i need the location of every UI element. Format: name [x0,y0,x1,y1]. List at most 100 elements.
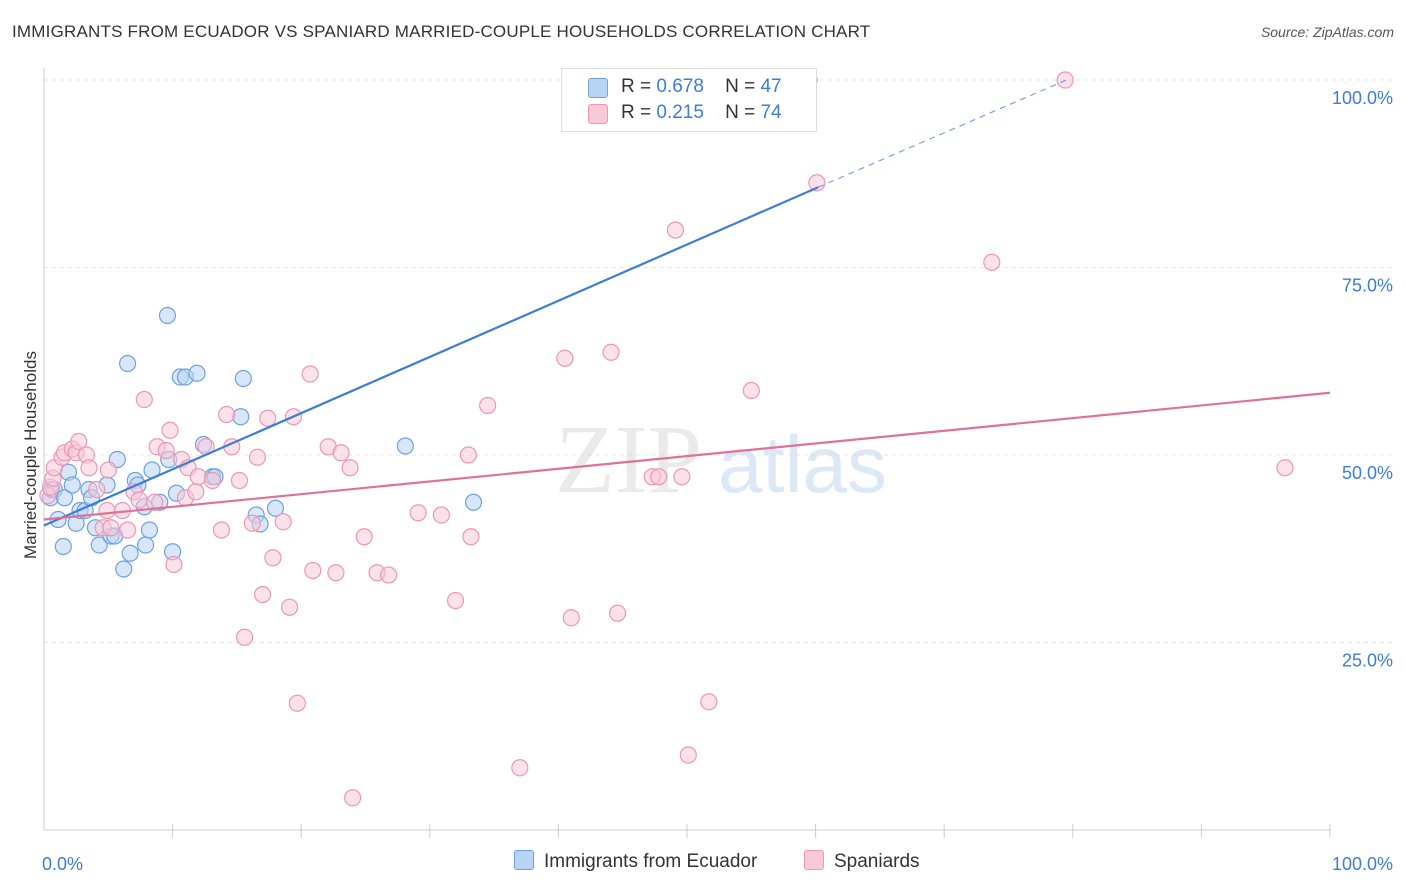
spaniards-point[interactable] [288,694,306,712]
ecuador-point[interactable] [266,499,285,517]
spaniards-point[interactable] [230,471,249,490]
spaniards-point[interactable] [236,628,254,646]
spaniards-point[interactable] [218,405,236,424]
spaniards-point[interactable] [380,566,398,584]
spaniards-point[interactable] [135,390,153,409]
ecuador-point[interactable] [234,369,252,388]
y-tick-labels: 25.0% 50.0% 75.0% 100.0% [1332,88,1393,671]
legend-swatch-ecuador [588,78,608,98]
chart-title: IMMIGRANTS FROM ECUADOR VS SPANIARD MARR… [12,22,871,41]
ecuador-trend-line [43,186,819,527]
ecuador-point[interactable] [121,544,139,562]
spaniards-point[interactable] [650,468,668,486]
spaniards-point[interactable] [212,521,231,539]
ecuador-point[interactable] [158,306,177,325]
spaniards-point[interactable] [259,409,277,427]
spaniards-point[interactable] [562,609,580,627]
spaniards-point[interactable] [130,491,148,509]
spaniards-point[interactable] [165,555,183,574]
spaniards-point[interactable] [327,564,345,582]
spaniards-point[interactable] [409,504,427,522]
spaniards-point[interactable] [355,528,373,546]
ecuador-point[interactable] [188,364,206,382]
spaniards-point[interactable] [1276,459,1294,477]
stats-legend: R = 0.678 N = 47 R = 0.215 N = 74 [561,68,817,132]
legend-swatch-ecuador-bottom [514,850,534,870]
spaniards-point[interactable] [462,528,480,546]
spaniards-point[interactable] [70,432,88,451]
spaniards-point[interactable] [145,493,164,511]
x-tick-label-min: 0.0% [42,854,83,874]
spaniards-point[interactable] [332,444,350,462]
spaniards-point[interactable] [98,501,116,520]
spaniards-point[interactable] [161,421,179,439]
spaniards-point[interactable] [203,471,222,490]
spaniards-point[interactable] [742,381,760,400]
y-tick-label: 75.0% [1342,276,1393,296]
spaniards-point[interactable] [673,468,691,486]
watermark-zip: ZIP [555,406,702,514]
spaniards-point[interactable] [304,561,322,580]
spaniards-point[interactable] [118,521,137,539]
spaniards-point[interactable] [808,174,826,192]
spaniards-point[interactable] [248,448,267,466]
spaniards-point[interactable] [281,598,299,616]
spaniards-trend-line [43,391,1331,521]
y-tick-label: 25.0% [1342,651,1393,671]
spaniards-point[interactable] [341,459,359,477]
spaniards-point[interactable] [187,483,205,501]
legend-label-ecuador: Immigrants from Ecuador [544,851,758,872]
ecuador-point[interactable] [118,354,137,373]
spaniards-point[interactable] [274,513,292,531]
spaniards-point[interactable] [666,221,685,239]
spaniards-point[interactable] [479,396,497,415]
spaniards-point[interactable] [344,789,362,807]
y-tick-label: 100.0% [1332,88,1393,108]
y-axis-label: Married-couple Households [21,351,40,559]
spaniards-point[interactable] [157,441,175,460]
legend-item-spaniards[interactable]: Spaniards [804,850,920,873]
spaniards-point[interactable] [679,746,697,764]
series-spaniards-points [39,71,1294,807]
spaniards-point[interactable] [189,468,207,486]
spaniards-point[interactable] [254,585,272,604]
ecuador-point[interactable] [63,476,81,494]
spaniards-point[interactable] [243,514,261,532]
spaniards-point[interactable] [983,253,1001,271]
spaniards-point[interactable] [99,461,117,479]
legend-item-ecuador[interactable]: Immigrants from Ecuador [514,850,757,873]
spaniards-point[interactable] [511,759,529,777]
spaniards-point[interactable] [556,349,574,367]
y-tick-label: 50.0% [1342,463,1393,483]
spaniards-point[interactable] [264,549,282,567]
trend-lines [43,79,1331,527]
spaniards-point[interactable] [432,506,450,524]
legend-swatch-spaniards-bottom [804,850,824,870]
ecuador-point[interactable] [232,408,250,426]
watermark-atlas: atlas [718,420,887,509]
spaniards-point[interactable] [602,343,620,361]
spaniards-point[interactable] [102,519,120,537]
ecuador-point[interactable] [115,560,133,578]
x-tick-labels: 0.0% 100.0% [42,854,1393,874]
spaniards-point[interactable] [700,693,718,711]
spaniards-point[interactable] [459,446,477,464]
watermark: ZIP atlas [555,406,887,514]
ecuador-point[interactable] [396,437,414,455]
ecuador-point[interactable] [464,493,483,511]
spaniards-point[interactable] [80,459,98,477]
spaniards-point[interactable] [301,365,319,383]
ecuador-point[interactable] [90,536,108,554]
ecuador-point[interactable] [54,537,72,556]
spaniards-point[interactable] [446,591,465,610]
series-legend: Immigrants from Ecuador Spaniards [0,850,1406,878]
ecuador-point[interactable] [55,489,74,507]
grid-lines [44,79,1394,643]
x-tick-label-max: 100.0% [1332,854,1393,874]
spaniards-point[interactable] [88,480,106,499]
spaniards-point[interactable] [608,604,627,622]
ecuador-point[interactable] [140,521,159,539]
ecuador-point[interactable] [136,536,155,554]
source-label: Source: ZipAtlas.com [1260,24,1394,40]
